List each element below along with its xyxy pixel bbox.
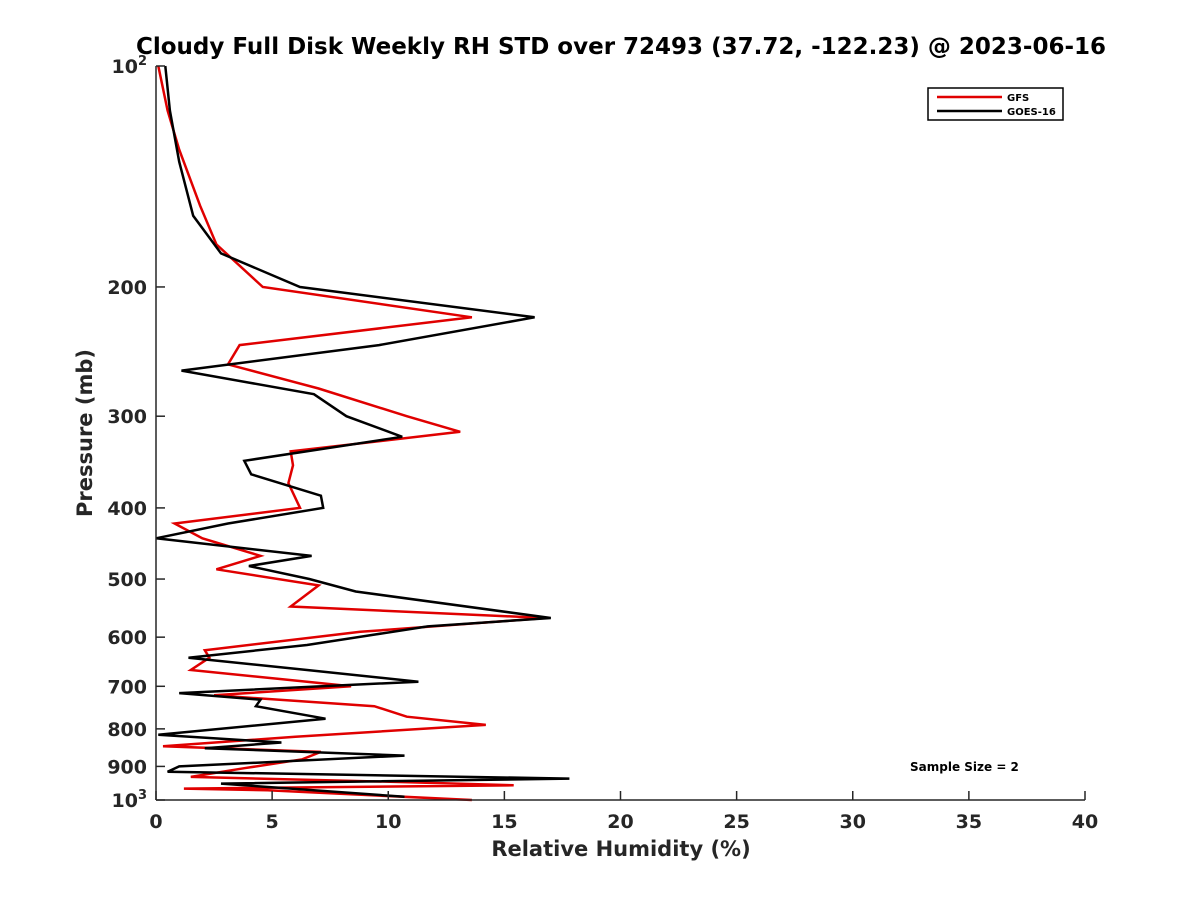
y-tick-label: 200 — [107, 277, 147, 299]
series-line-gfs — [157, 65, 547, 802]
legend-label-goes16: GOES-16 — [1007, 107, 1056, 118]
y-tick-label: 600 — [107, 627, 147, 649]
sample-size-annotation: Sample Size = 2 — [910, 760, 1019, 774]
x-tick-label: 0 — [149, 811, 162, 833]
x-tick-label: 15 — [491, 811, 517, 833]
y-tick-label: 700 — [107, 676, 147, 698]
y-tick-label: 103 — [112, 788, 148, 812]
series-layer — [155, 65, 570, 802]
x-tick-label: 20 — [607, 811, 633, 833]
legend-box — [927, 87, 1064, 121]
chart-title: Cloudy Full Disk Weekly RH STD over 7249… — [136, 34, 1106, 60]
y-axis-label: Pressure (mb) — [73, 349, 97, 517]
x-axis-label: Relative Humidity (%) — [491, 837, 750, 861]
y-tick-label: 800 — [107, 719, 147, 741]
y-tick-label: 900 — [107, 756, 147, 778]
y-ticks: 102 200 300 400 500 600 700 800 900 103 — [107, 54, 165, 812]
x-tick-label: 35 — [956, 811, 982, 833]
x-tick-label: 40 — [1072, 811, 1098, 833]
x-tick-label: 25 — [723, 811, 749, 833]
series-line-goes16 — [155, 65, 570, 799]
legend-label-gfs: GFS — [1007, 93, 1029, 104]
x-ticks: 0 5 10 15 20 25 30 35 40 — [149, 791, 1098, 833]
x-tick-label: 10 — [375, 811, 401, 833]
legend: GFS GOES-16 — [927, 87, 1064, 121]
y-tick-label: 500 — [107, 569, 147, 591]
x-tick-label: 5 — [266, 811, 279, 833]
plot-area: 0 5 10 15 20 25 30 35 40 102 200 300 400 500 600 700 80… — [107, 54, 1098, 833]
y-tick-label: 300 — [107, 406, 147, 428]
y-tick-label: 102 — [112, 54, 148, 78]
x-tick-label: 30 — [840, 811, 866, 833]
y-tick-label: 400 — [107, 498, 147, 520]
